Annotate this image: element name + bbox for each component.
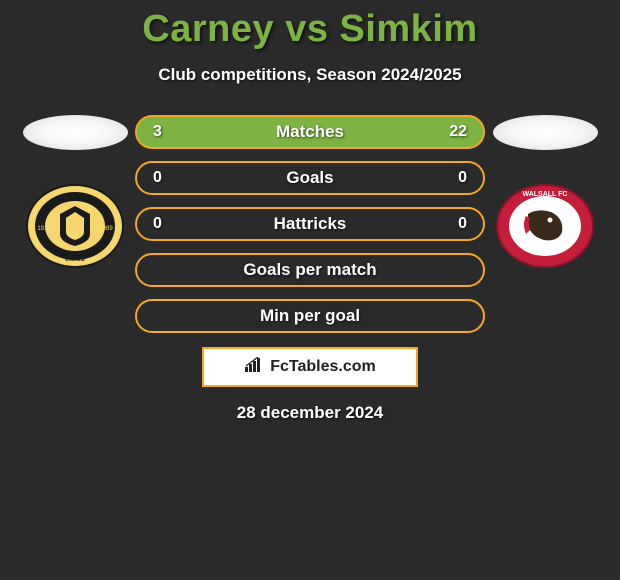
chart-icon [244,357,264,378]
stat-label: Matches [276,122,344,142]
newport-logo: exiles 1912 1989 [26,184,124,268]
comparison-card: Carney vs Simkim Club competitions, Seas… [0,0,620,423]
subtitle: Club competitions, Season 2024/2025 [0,65,620,85]
stat-label: Goals per match [243,260,376,280]
stat-left-value: 0 [153,215,193,233]
walsall-logo: WALSALL FC [496,184,594,268]
right-player-oval [493,115,598,150]
stat-row-goals: 0 Goals 0 [135,161,485,195]
svg-text:1912: 1912 [37,226,51,232]
stat-right-value: 0 [427,169,467,187]
main-row: exiles 1912 1989 3 Matches 22 0 Goals 0 … [0,115,620,333]
svg-text:exiles: exiles [65,256,85,263]
source-badge[interactable]: FcTables.com [202,347,418,387]
stat-label: Min per goal [260,306,360,326]
stat-row-min-per-goal: Min per goal [135,299,485,333]
svg-text:1989: 1989 [99,226,113,232]
page-title: Carney vs Simkim [0,8,620,51]
stats-column: 3 Matches 22 0 Goals 0 0 Hattricks 0 Goa… [135,115,485,333]
stat-row-matches: 3 Matches 22 [135,115,485,149]
left-player-oval [23,115,128,150]
footer-date: 28 december 2024 [0,403,620,423]
stat-row-hattricks: 0 Hattricks 0 [135,207,485,241]
stat-right-value: 0 [427,215,467,233]
right-player-col: WALSALL FC [485,115,605,268]
stat-left-value: 0 [153,169,193,187]
source-label: FcTables.com [270,358,376,376]
stat-right-value: 22 [427,123,467,141]
stat-left-value: 3 [153,123,193,141]
stat-label: Hattricks [274,214,347,234]
stat-row-goals-per-match: Goals per match [135,253,485,287]
stat-label: Goals [286,168,333,188]
svg-text:WALSALL FC: WALSALL FC [523,191,568,198]
left-player-col: exiles 1912 1989 [15,115,135,268]
